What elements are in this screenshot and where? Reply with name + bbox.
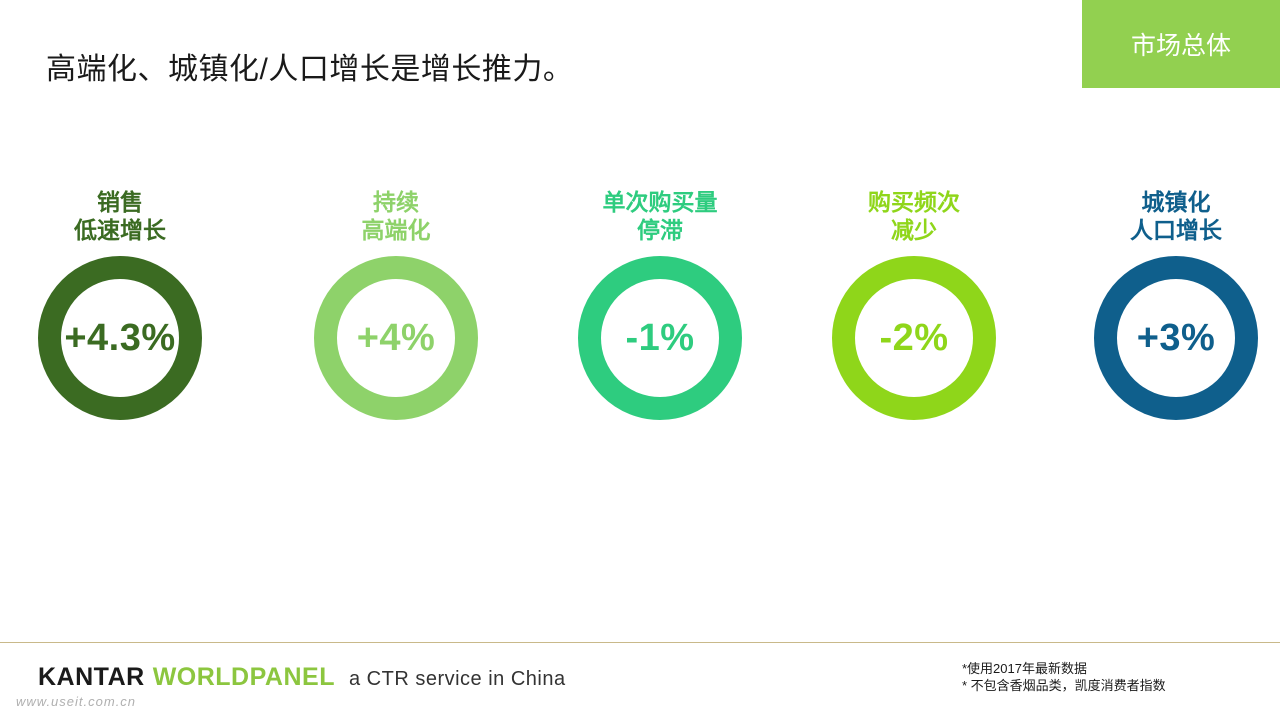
metric-urbanization: 城镇化 人口增长 +3% (1076, 188, 1276, 420)
metric-value: +3% (1136, 316, 1216, 359)
metric-ring: +3% (1094, 256, 1258, 420)
metric-sales-growth: 销售 低速增长 +4.3% (20, 188, 220, 420)
kantar-worldpanel-logo: KANTAR WORLDPANEL a CTR service in China (38, 663, 566, 692)
metric-label: 持续 高端化 (361, 189, 431, 243)
section-tag: 市场总体 (1082, 0, 1280, 88)
footer-divider (0, 642, 1280, 643)
metric-value: +4% (356, 316, 436, 359)
page-title: 高端化、城镇化/人口增长是增长推力。 (46, 53, 574, 86)
metric-value: -2% (879, 316, 949, 359)
footnote-data-year: *使用2017年最新数据 (962, 661, 1087, 676)
metric-premiumization: 持续 高端化 +4% (296, 188, 496, 420)
metric-value: -1% (625, 316, 695, 359)
metric-ring: +4% (314, 256, 478, 420)
logo-kantar-text: KANTAR (38, 663, 145, 691)
footnotes: *使用2017年最新数据 * 不包含香烟品类，凯度消费者指数 (962, 660, 1166, 694)
watermark: www.useit.com.cn (16, 694, 137, 709)
footnote-exclusion: * 不包含香烟品类，凯度消费者指数 (962, 678, 1166, 693)
metric-purchase-frequency: 购买频次 减少 -2% (814, 188, 1014, 420)
metric-ring: -1% (578, 256, 742, 420)
logo-tagline: a CTR service in China (348, 668, 566, 690)
metric-label: 单次购买量 停滞 (602, 189, 718, 243)
metric-label: 城镇化 人口增长 (1130, 189, 1222, 243)
metric-label: 购买频次 减少 (868, 189, 960, 243)
metric-label: 销售 低速增长 (74, 189, 166, 243)
metric-ring: -2% (832, 256, 996, 420)
metric-value: +4.3% (64, 316, 176, 359)
metric-volume-per-trip: 单次购买量 停滞 -1% (560, 188, 760, 420)
logo-worldpanel-text: WORLDPANEL (152, 663, 335, 691)
metric-ring: +4.3% (38, 256, 202, 420)
